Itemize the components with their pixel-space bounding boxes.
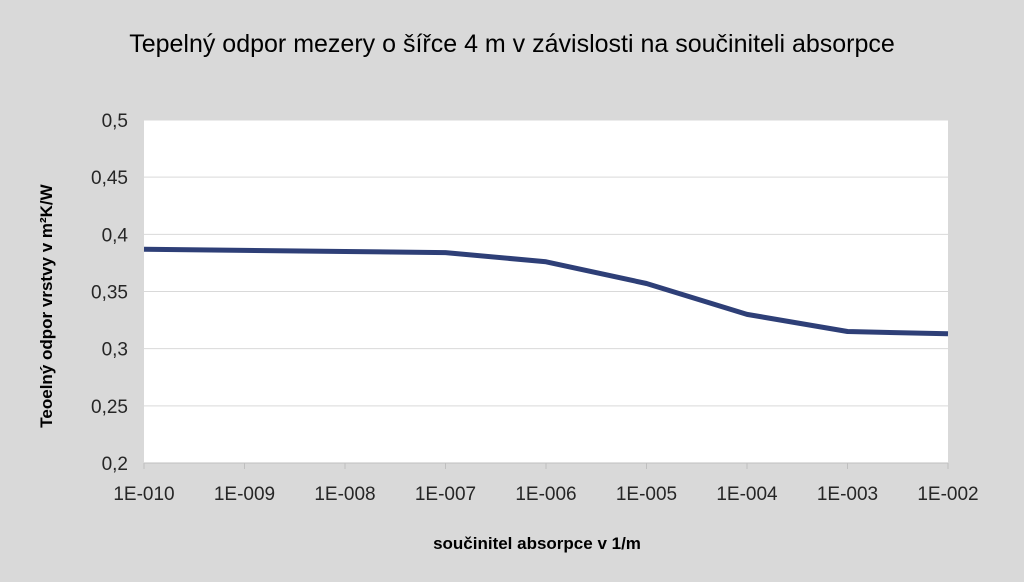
x-tick-label: 1E-004 xyxy=(716,484,778,505)
x-tick-label: 1E-008 xyxy=(314,484,375,505)
x-tick-label: 1E-010 xyxy=(113,484,174,505)
y-tick-label: 0,25 xyxy=(91,397,128,418)
y-tick-label: 0,5 xyxy=(102,111,128,132)
y-tick-label: 0,45 xyxy=(91,168,128,189)
x-axis xyxy=(143,462,949,469)
y-tick-label: 0,4 xyxy=(102,225,129,246)
grid-lines xyxy=(144,119,948,407)
x-tick-label: 1E-003 xyxy=(817,484,878,505)
y-tick-label: 0,3 xyxy=(102,340,128,361)
x-tick-label: 1E-007 xyxy=(415,484,476,505)
x-tick-label: 1E-009 xyxy=(214,484,275,505)
x-axis-title: součinitel absorpce v 1/m xyxy=(433,534,641,553)
y-tick-label: 0,2 xyxy=(102,454,128,475)
x-tick-label: 1E-006 xyxy=(515,484,576,505)
series-group xyxy=(143,246,949,337)
chart-title: Tepelný odpor mezery o šířce 4 m v závis… xyxy=(129,30,895,58)
x-tick-labels: 1E-010 1E-009 1E-008 1E-007 1E-006 1E-005 1E-0… xyxy=(113,484,978,505)
y-axis-title: Teoelný odpor vrstvy v m²K/W xyxy=(37,183,56,427)
y-tick-labels: 0,2 0,25 0,3 0,35 0,4 0,45 0,5 xyxy=(91,111,128,475)
series-line xyxy=(143,246,949,337)
x-tick-label: 1E-005 xyxy=(616,484,677,505)
x-tick-label: 1E-002 xyxy=(917,484,978,505)
y-tick-label: 0,35 xyxy=(91,283,128,304)
